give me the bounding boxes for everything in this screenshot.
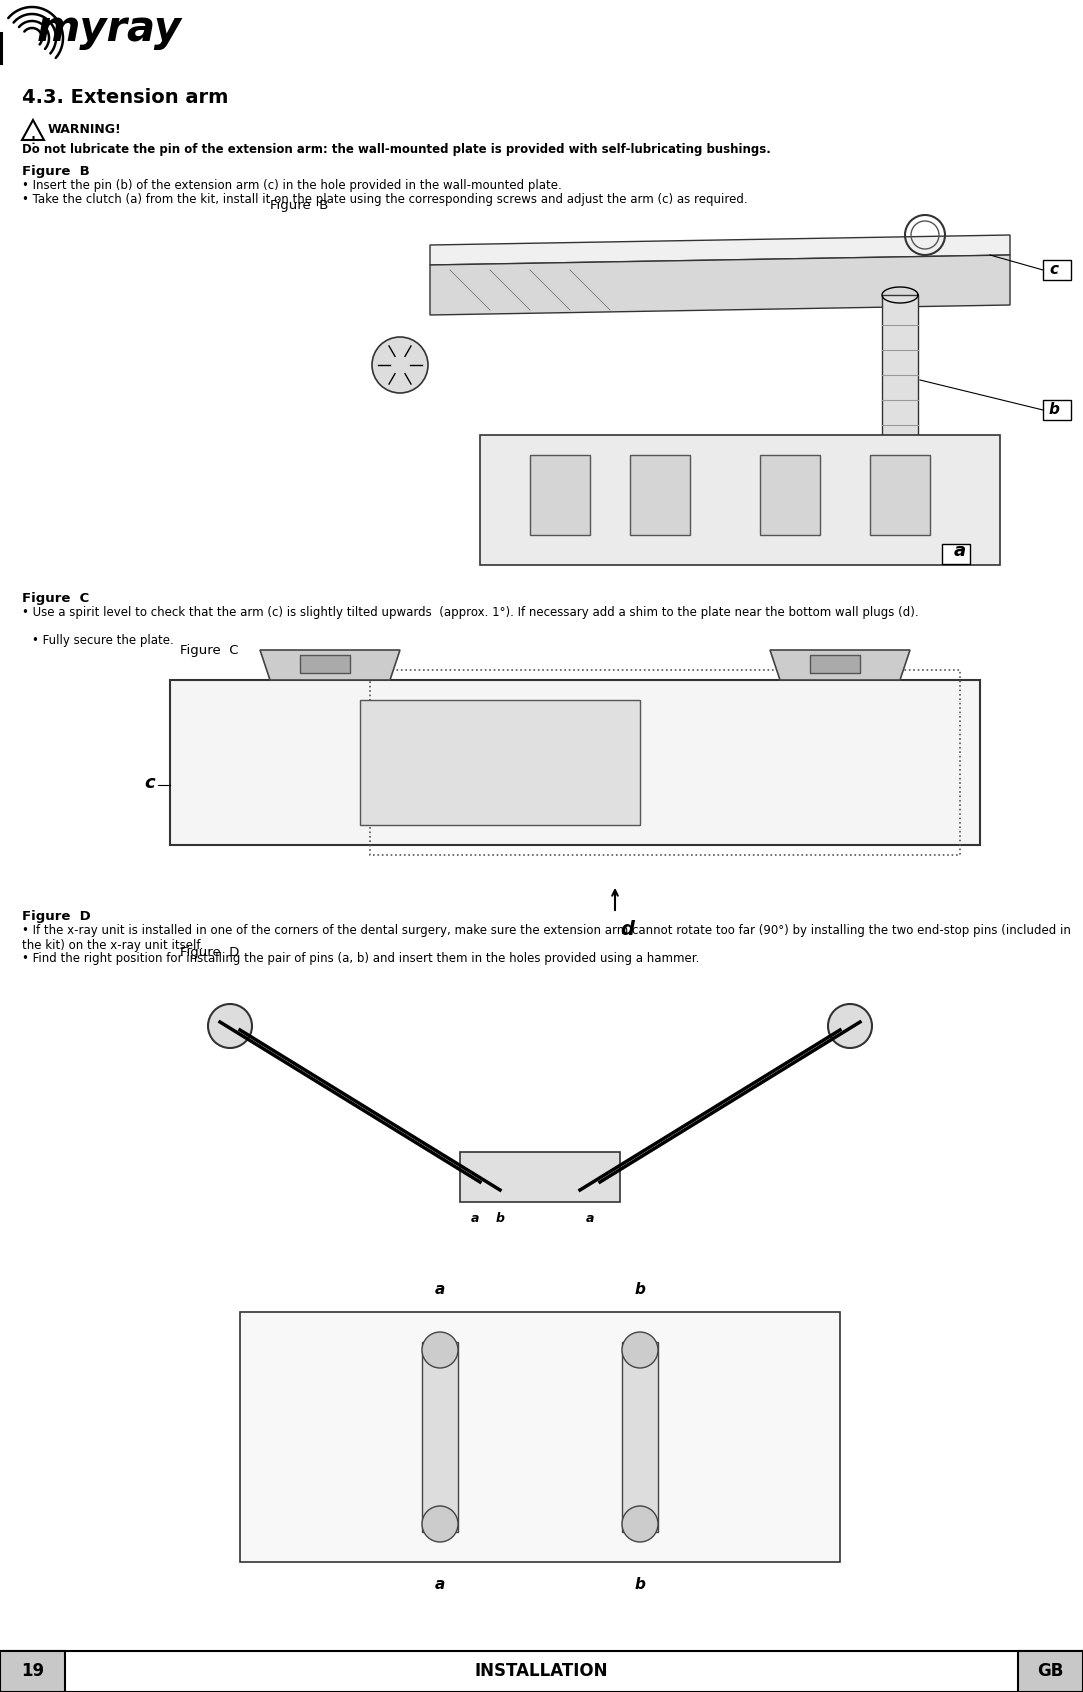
Bar — [1043, 261, 1071, 279]
Text: • Fully secure the plate.: • Fully secure the plate. — [32, 634, 173, 646]
Text: Figure  C: Figure C — [22, 592, 89, 606]
Circle shape — [622, 1506, 658, 1541]
Circle shape — [422, 1506, 458, 1541]
Text: !: ! — [30, 135, 36, 146]
Bar — [0, 1651, 65, 1692]
Bar — [0, 1651, 1083, 1692]
Bar — [240, 1311, 840, 1562]
Text: b: b — [496, 1211, 505, 1225]
Text: • Insert the pin (b) of the extension arm (c) in the hole provided in the wall-m: • Insert the pin (b) of the extension ar… — [22, 179, 562, 191]
Polygon shape — [430, 235, 1010, 266]
Text: WARNING!: WARNING! — [48, 124, 121, 135]
Bar — [882, 294, 918, 465]
Bar — [480, 435, 1000, 565]
Text: 19: 19 — [21, 1663, 44, 1680]
Text: d: d — [619, 920, 634, 939]
Text: a: a — [954, 541, 966, 560]
Text: myray: myray — [37, 8, 182, 51]
Text: b: b — [635, 1283, 645, 1298]
Text: a: a — [471, 1211, 479, 1225]
Text: • Use a spirit level to check that the arm (c) is slightly tilted upwards  (appr: • Use a spirit level to check that the a… — [22, 606, 918, 619]
Text: b: b — [635, 1577, 645, 1592]
Text: a: a — [586, 1211, 595, 1225]
Polygon shape — [430, 255, 1010, 315]
Bar — [622, 1342, 658, 1531]
Text: Figure  B: Figure B — [270, 200, 328, 212]
Text: c: c — [1049, 262, 1058, 277]
Text: a: a — [435, 1577, 445, 1592]
Bar — [530, 455, 590, 535]
Text: Figure  D: Figure D — [180, 946, 239, 959]
Text: 4.3. Extension arm: 4.3. Extension arm — [22, 88, 229, 107]
Bar — [870, 455, 930, 535]
Text: • If the x-ray unit is installed in one of the corners of the dental surgery, ma: • If the x-ray unit is installed in one … — [22, 924, 1071, 953]
Bar — [422, 1342, 458, 1531]
Bar — [160, 963, 919, 1612]
Bar — [160, 660, 1010, 875]
Text: b: b — [1048, 403, 1059, 418]
Text: Figure  C: Figure C — [180, 645, 238, 656]
Bar — [942, 545, 970, 563]
Bar — [810, 655, 860, 673]
Bar — [170, 680, 980, 844]
Text: Figure  D: Figure D — [22, 910, 91, 924]
Polygon shape — [770, 650, 910, 680]
Bar — [760, 455, 820, 535]
Circle shape — [422, 1332, 458, 1369]
Bar — [1018, 1651, 1083, 1692]
Text: • Find the right position for installing the pair of pins (a, b) and insert them: • Find the right position for installing… — [22, 953, 700, 964]
Bar — [300, 655, 350, 673]
Bar — [360, 700, 640, 826]
Text: INSTALLATION: INSTALLATION — [474, 1663, 609, 1680]
Bar — [630, 455, 690, 535]
Bar — [1043, 399, 1071, 420]
Circle shape — [622, 1332, 658, 1369]
Text: c: c — [144, 773, 155, 792]
Bar — [170, 215, 1040, 570]
Text: • Take the clutch (a) from the kit, install it on the plate using the correspond: • Take the clutch (a) from the kit, inst… — [22, 193, 747, 206]
Text: GB: GB — [1038, 1663, 1064, 1680]
Polygon shape — [260, 650, 400, 680]
Circle shape — [371, 337, 428, 393]
Text: Figure  B: Figure B — [22, 166, 90, 178]
Text: Do not lubricate the pin of the extension arm: the wall-mounted plate is provide: Do not lubricate the pin of the extensio… — [22, 144, 771, 156]
Circle shape — [208, 1003, 252, 1047]
Bar — [460, 1152, 619, 1201]
Bar — [370, 670, 960, 854]
Circle shape — [828, 1003, 872, 1047]
Text: a: a — [435, 1283, 445, 1298]
